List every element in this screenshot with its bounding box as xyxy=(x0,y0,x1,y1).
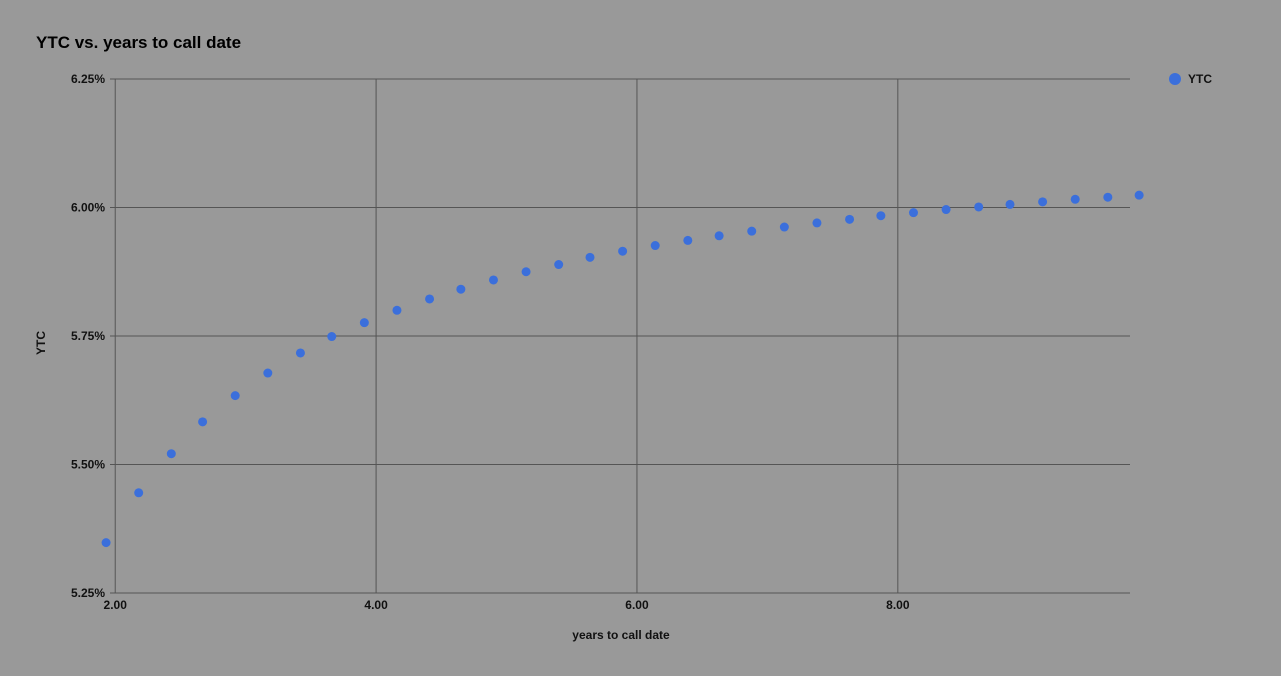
data-point xyxy=(392,305,402,315)
y-tick-label: 6.00% xyxy=(71,201,105,215)
data-point xyxy=(650,241,660,251)
y-axis-label: YTC xyxy=(34,331,48,355)
data-point xyxy=(166,449,176,459)
data-point xyxy=(941,205,951,215)
data-point xyxy=(359,318,369,328)
x-tick-label: 2.00 xyxy=(104,598,128,612)
y-tick-label: 6.25% xyxy=(71,72,105,86)
data-point xyxy=(974,202,984,212)
data-point xyxy=(521,267,531,277)
data-point xyxy=(488,275,498,285)
data-point xyxy=(327,332,337,342)
legend-label: YTC xyxy=(1188,72,1212,86)
data-point xyxy=(779,222,789,232)
data-point xyxy=(845,214,855,224)
data-point xyxy=(425,294,435,304)
x-tick-label: 4.00 xyxy=(364,598,388,612)
x-tick-label: 6.00 xyxy=(625,598,649,612)
data-point xyxy=(618,246,628,256)
y-tick-label: 5.50% xyxy=(71,458,105,472)
grid xyxy=(110,78,1130,594)
data-points xyxy=(101,190,1144,548)
data-point xyxy=(908,208,918,218)
data-point xyxy=(295,348,305,358)
data-point xyxy=(1070,194,1080,204)
chart-title: YTC vs. years to call date xyxy=(36,33,241,52)
x-axis-ticks: 2.00 4.00 6.00 8.00 xyxy=(104,598,910,612)
data-point xyxy=(683,235,693,245)
data-point xyxy=(1005,199,1015,209)
x-tick-label: 8.00 xyxy=(886,598,910,612)
legend-marker xyxy=(1169,73,1181,85)
data-point xyxy=(585,252,595,262)
data-point xyxy=(747,226,757,236)
data-point xyxy=(456,284,466,294)
data-point xyxy=(101,538,111,548)
data-point xyxy=(714,231,724,241)
data-point xyxy=(812,218,822,228)
data-point xyxy=(263,368,273,378)
data-point xyxy=(198,417,208,427)
data-point xyxy=(1038,197,1048,207)
legend: YTC xyxy=(1169,72,1212,86)
data-point xyxy=(1103,192,1113,202)
data-point xyxy=(230,391,240,401)
x-axis-label: years to call date xyxy=(572,628,670,642)
data-point xyxy=(554,260,564,270)
data-point xyxy=(876,211,886,221)
y-tick-label: 5.25% xyxy=(71,586,105,600)
data-point xyxy=(1134,190,1144,200)
y-tick-label: 5.75% xyxy=(71,329,105,343)
data-point xyxy=(134,488,144,498)
y-axis-ticks: 5.25% 5.50% 5.75% 6.00% 6.25% xyxy=(71,72,105,600)
